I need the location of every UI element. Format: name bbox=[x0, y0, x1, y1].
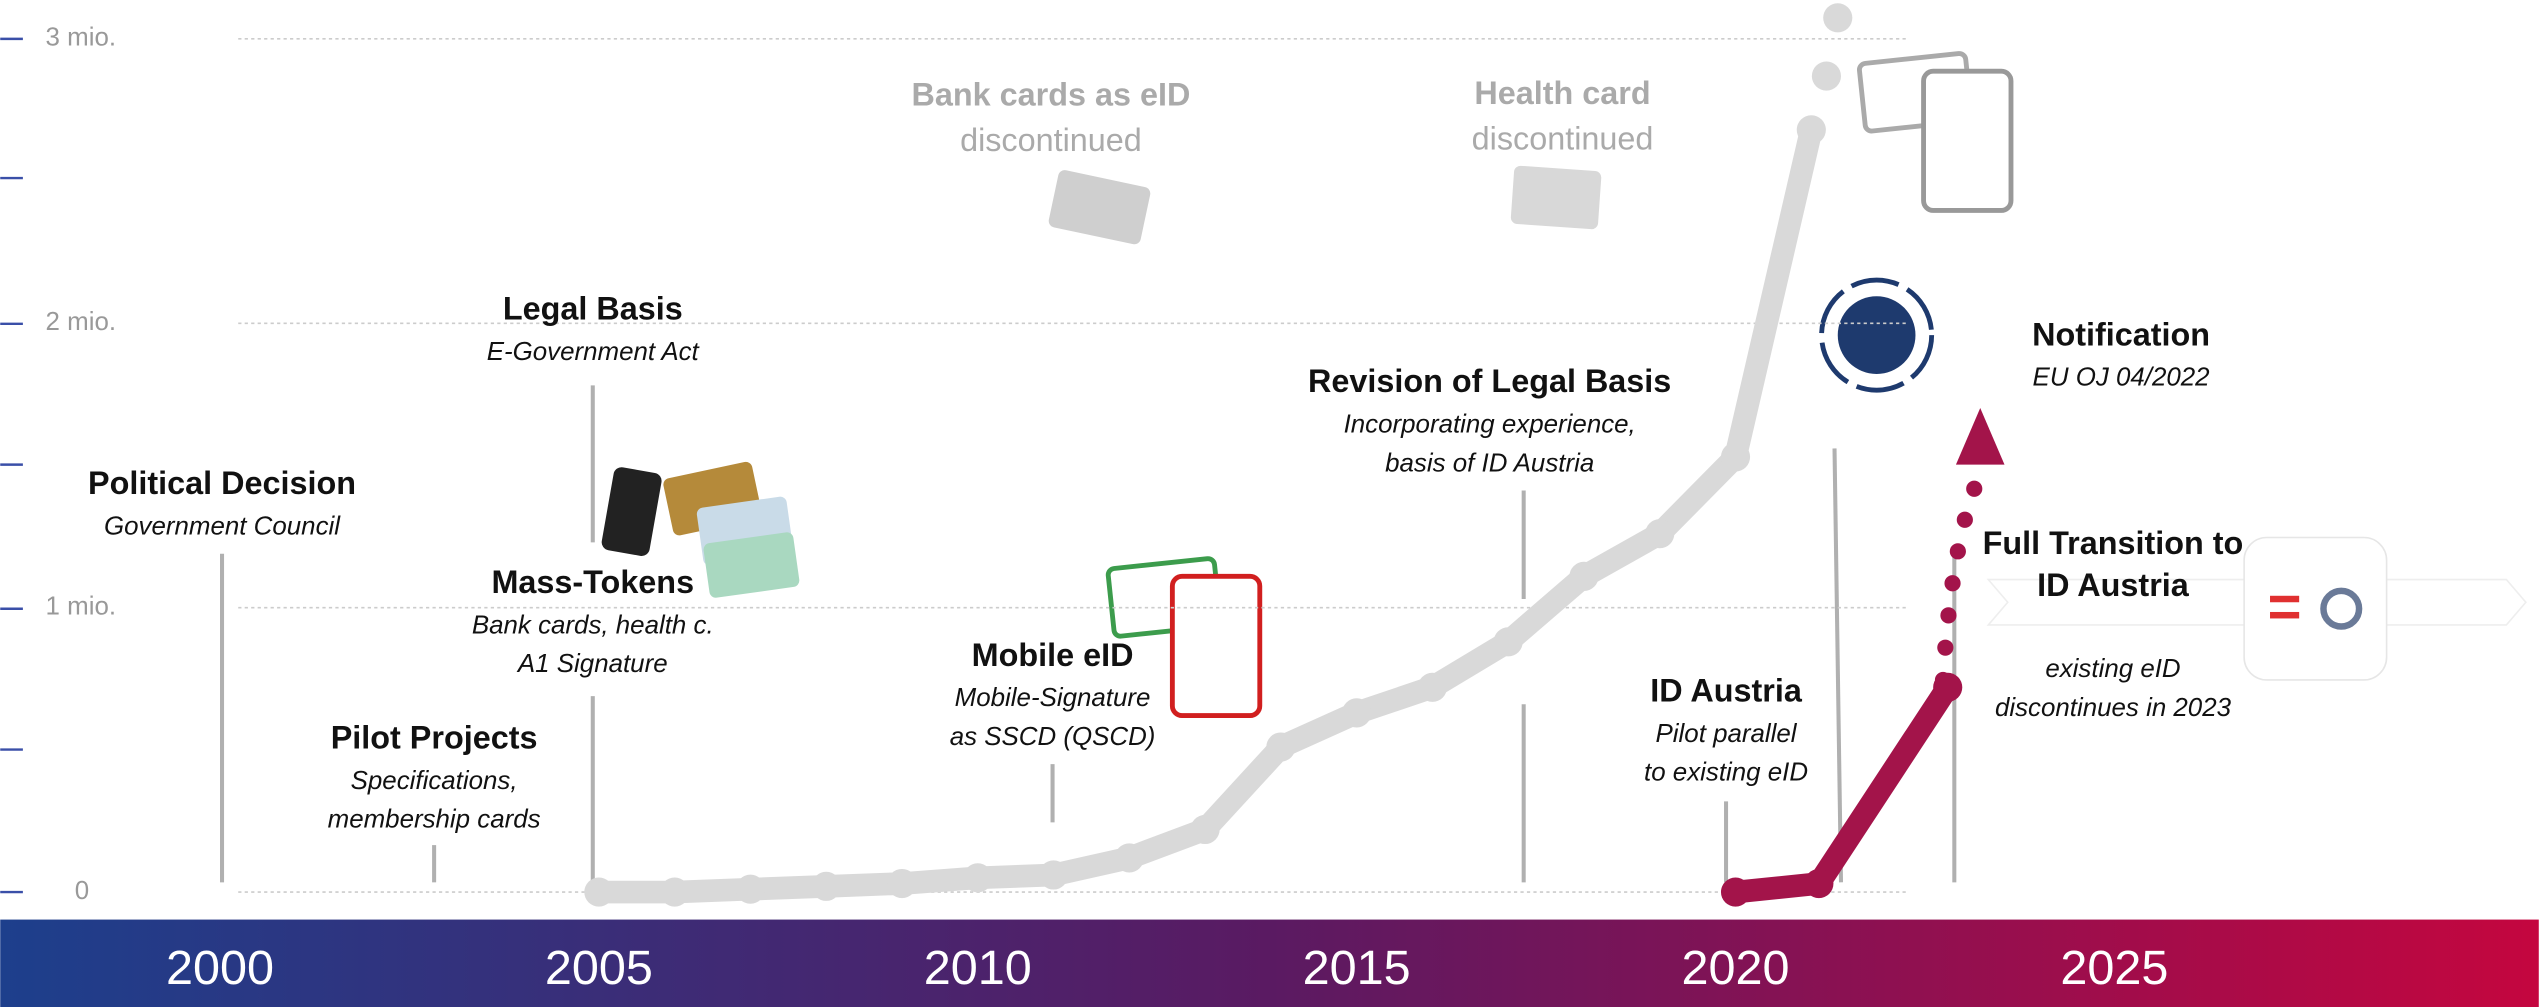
annotation-text: existing eID bbox=[2045, 655, 2180, 683]
annotation-text: A1 Signature bbox=[516, 650, 668, 678]
annotation-text: Incorporating experience, bbox=[1344, 411, 1636, 439]
data-point bbox=[1804, 869, 1833, 898]
annotation: Pilot Projects Specifications, membership … bbox=[328, 719, 541, 833]
annotation-title: Notification bbox=[2032, 316, 2210, 352]
data-point bbox=[812, 872, 841, 901]
x-tick-label: 2020 bbox=[1682, 941, 1790, 995]
annotation-text: discontinued bbox=[960, 122, 1142, 158]
annotation-text: ID Austria bbox=[2037, 567, 2190, 603]
annotation: Mass-Tokens Bank cards, health c. A1 Signa… bbox=[472, 564, 714, 678]
annotation-title: Full Transition to bbox=[1983, 525, 2244, 561]
annotation: Mobile eID Mobile-Signature as SSCD (QSCD) bbox=[950, 637, 1156, 751]
annotation-text: discontinues in 2023 bbox=[1995, 694, 2232, 722]
x-tick-label: 2025 bbox=[2060, 941, 2168, 995]
annotation: Legal Basis E-Government Act bbox=[487, 290, 701, 365]
page: {"chart_data": {"type": "line", "x_label… bbox=[0, 0, 2539, 1007]
annotation-title: Legal Basis bbox=[503, 290, 683, 326]
data-point bbox=[1039, 860, 1068, 889]
data-point bbox=[1721, 442, 1750, 471]
plot: 0 1 mio. 2 mio. 3 mio. 2000 2005 2010 2015 2020 2… bbox=[46, 24, 2244, 996]
x-tick-label: 2005 bbox=[545, 941, 653, 995]
annotation-title: Mobile eID bbox=[972, 637, 1134, 673]
y-tick-label: 2 mio. bbox=[46, 308, 117, 336]
annotation-title: Revision of Legal Basis bbox=[1308, 363, 1671, 399]
data-point bbox=[963, 863, 992, 892]
annotation-text: as SSCD (QSCD) bbox=[950, 723, 1156, 751]
data-point bbox=[887, 869, 916, 898]
data-point bbox=[1494, 627, 1523, 656]
annotation: ID Austria Pilot parallel to existing eID bbox=[1644, 672, 1808, 786]
annotation: Bank cards as eID discontinued bbox=[912, 77, 1191, 158]
annotation-text: Pilot parallel bbox=[1656, 720, 1798, 748]
y-tick-label: 3 mio. bbox=[46, 24, 117, 52]
data-point bbox=[1933, 673, 1962, 702]
data-point bbox=[584, 877, 613, 906]
x-tick-label: 2015 bbox=[1303, 941, 1411, 995]
annotation-title: ID Austria bbox=[1650, 672, 1803, 708]
data-point bbox=[1418, 673, 1447, 702]
annotation-text: basis of ID Austria bbox=[1385, 449, 1594, 477]
x-tick-label: 2010 bbox=[924, 941, 1032, 995]
annotation-text: Specifications, bbox=[351, 767, 518, 795]
data-point bbox=[660, 877, 689, 906]
annotation-text: Bank cards, health c. bbox=[472, 611, 714, 639]
annotation: Revision of Legal Basis Incorporating exp… bbox=[1308, 363, 1671, 477]
annotation-title: Political Decision bbox=[88, 465, 356, 501]
data-point bbox=[1569, 562, 1598, 591]
data-point bbox=[1191, 815, 1220, 844]
annotation-title: Bank cards as eID bbox=[912, 77, 1191, 113]
annotation: Political Decision Government Council bbox=[88, 465, 356, 540]
annotation: Health card discontinued bbox=[1472, 75, 1654, 156]
annotation-text: EU OJ 04/2022 bbox=[2033, 364, 2211, 392]
annotation-text: discontinued bbox=[1472, 120, 1654, 156]
data-point bbox=[736, 875, 765, 904]
annotation-text: Mobile-Signature bbox=[955, 684, 1151, 712]
annotation-title: Health card bbox=[1474, 75, 1650, 111]
y-tick-label: 0 bbox=[75, 877, 89, 905]
annotation: Notification EU OJ 04/2022 bbox=[2032, 316, 2210, 391]
annotation-text: Government Council bbox=[104, 513, 341, 541]
data-point bbox=[1645, 519, 1674, 548]
annotation-text: to existing eID bbox=[1644, 759, 1808, 787]
data-point bbox=[1797, 115, 1826, 144]
minor-ticks bbox=[0, 39, 23, 892]
annotation-title: Mass-Tokens bbox=[491, 564, 694, 600]
data-point bbox=[1342, 698, 1371, 727]
annotation: existing eID discontinues in 2023 bbox=[1995, 655, 2232, 722]
data-point bbox=[1721, 877, 1750, 906]
y-tick-label: 1 mio. bbox=[46, 592, 117, 620]
chart: 0 1 mio. 2 mio. 3 mio. 2000 2005 2010 2015 2020 2… bbox=[0, 0, 2539, 1007]
data-point bbox=[1115, 843, 1144, 872]
annotation-title: Pilot Projects bbox=[331, 719, 538, 755]
annotation-text: E-Government Act bbox=[487, 338, 701, 366]
x-tick-label: 2000 bbox=[166, 941, 274, 995]
annotation-text: membership cards bbox=[328, 806, 541, 834]
data-point bbox=[1266, 732, 1295, 761]
